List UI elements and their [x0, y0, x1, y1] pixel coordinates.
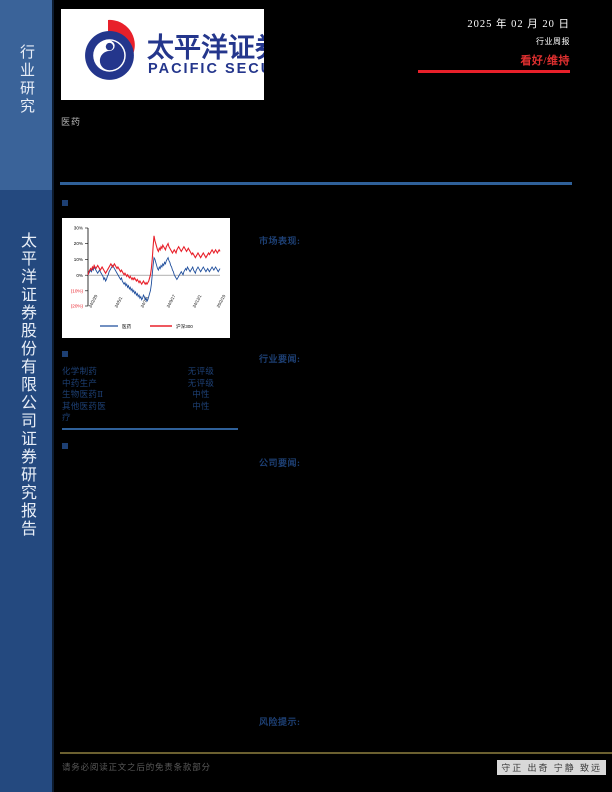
sidebar-band-top	[0, 0, 52, 190]
rating-value: 无评级	[187, 366, 215, 376]
industry-ratings-table: 化学制药 无评级 中药生产 无评级 生物医药Ⅱ 中性 其他医药医疗 中性	[62, 366, 238, 424]
market-performance-chart: 30% 20% 10% 0% (10%) (20%) 24/2/20 24/5/…	[62, 218, 230, 338]
table-row: 化学制药 无评级	[62, 366, 238, 378]
svg-text:10%: 10%	[74, 257, 83, 262]
report-type: 行业周报	[536, 37, 570, 46]
rating-value: 中性	[192, 389, 210, 399]
table-row: 其他医药医疗 中性	[62, 401, 238, 424]
footer-slogan: 守正 出奇 宁静 致远	[497, 760, 606, 775]
table-row: 生物医药Ⅱ 中性	[62, 389, 238, 401]
svg-text:(10%): (10%)	[71, 288, 84, 293]
section-heading-market-performance: 市场表现:	[259, 236, 301, 246]
pacific-securities-logo-icon	[73, 19, 135, 89]
svg-text:24/2/20: 24/2/20	[87, 293, 98, 308]
sidebar-label-company-research-report: 太平洋证券股份有限公司证券研究报告	[18, 232, 35, 538]
company-logo: 太平洋证券 PACIFIC SECURITIES	[61, 9, 264, 100]
rating-value: 无评级	[187, 377, 215, 388]
table-row: 中药生产 无评级	[62, 378, 238, 390]
rating-name: 生物医药Ⅱ	[62, 389, 104, 399]
sidebar-band-bottom	[0, 190, 52, 792]
rating-name: 化学制药	[62, 366, 98, 376]
bullet-company-news	[62, 443, 68, 449]
svg-text:0%: 0%	[76, 273, 83, 278]
rating-underline	[418, 70, 570, 73]
report-meta: 2025 年 02 月 20 日 行业周报 看好/维持	[270, 16, 570, 68]
logo-text-cn: 太平洋证券	[147, 33, 264, 63]
logo-text-en: PACIFIC SECURITIES	[148, 61, 264, 77]
bullet-market-performance	[62, 200, 68, 206]
section-heading-risk-warning: 风险提示:	[259, 717, 301, 727]
rating-name: 其他医药医疗	[62, 400, 107, 423]
ratings-divider	[62, 428, 238, 430]
report-rating: 看好/维持	[520, 55, 570, 67]
rating-name: 中药生产	[62, 377, 98, 388]
svg-text:24/9/17: 24/9/17	[165, 293, 176, 308]
industry-name: 医药	[61, 117, 82, 127]
section-heading-company-news: 公司要闻:	[259, 458, 301, 468]
sidebar-label-industry-research: 行业研究	[18, 44, 34, 116]
svg-text:24/12/1: 24/12/1	[191, 293, 202, 308]
section-heading-industry-news: 行业要闻:	[259, 354, 301, 364]
chart-canvas: 30% 20% 10% 0% (10%) (20%) 24/2/20 24/5/…	[62, 218, 230, 338]
header-divider	[60, 182, 572, 185]
svg-text:(20%): (20%)	[71, 304, 84, 309]
report-date: 2025 年 02 月 20 日	[467, 19, 570, 30]
chart-legend: 医药 沪深300	[100, 323, 193, 330]
footer-divider	[60, 752, 612, 754]
legend-label-hs300: 沪深300	[176, 323, 193, 330]
chart-line-hs300	[87, 235, 221, 286]
svg-text:30%: 30%	[74, 226, 83, 231]
rating-value: 中性	[192, 400, 210, 411]
left-sidebar: 行业研究 太平洋证券股份有限公司证券研究报告	[0, 0, 54, 792]
footer-disclaimer: 请务必阅读正文之后的免责条款部分	[62, 762, 211, 772]
document-page: 太平洋证券 PACIFIC SECURITIES 2025 年 02 月 20 …	[54, 0, 612, 792]
chart-y-tick-labels: 30% 20% 10% 0% (10%) (20%)	[71, 226, 84, 309]
svg-text:24/7/5: 24/7/5	[139, 295, 149, 308]
chart-line-yiyao	[87, 256, 221, 303]
svg-text:20%: 20%	[74, 241, 83, 246]
legend-label-yiyao: 医药	[122, 323, 132, 330]
svg-text:25/2/10: 25/2/10	[215, 293, 226, 308]
bullet-industry-ratings	[62, 351, 68, 357]
svg-text:24/5/1: 24/5/1	[113, 295, 123, 308]
chart-x-tick-labels: 24/2/20 24/5/1 24/7/5 24/9/17 24/12/1 25…	[87, 293, 226, 308]
